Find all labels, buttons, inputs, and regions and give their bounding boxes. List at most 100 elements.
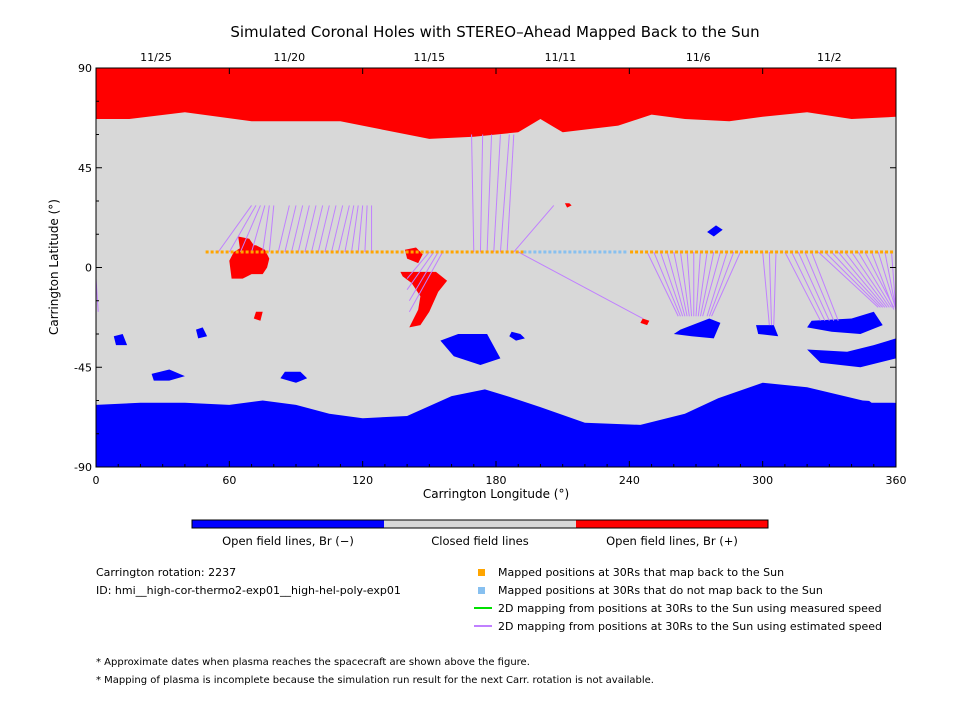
mapped-point-map-back xyxy=(235,250,239,254)
closed-island-south xyxy=(118,387,148,397)
legend-label-estimated-speed: 2D mapping from positions at 30Rs to the… xyxy=(498,620,883,633)
mapping-line-estimated xyxy=(228,205,257,253)
mapped-point-not-map-back xyxy=(573,250,577,254)
mapping-line-estimated xyxy=(351,205,359,253)
mapping-line-estimated xyxy=(706,251,728,317)
date-tick-label: 11/25 xyxy=(140,51,172,64)
closed-island-south xyxy=(862,393,896,403)
mapped-point-map-back xyxy=(860,250,864,254)
mapped-point-map-back xyxy=(795,250,799,254)
mapping-line-estimated xyxy=(284,205,297,253)
mapped-point-map-back xyxy=(890,250,894,254)
mapped-point-map-back xyxy=(885,250,889,254)
mapping-line-estimated xyxy=(311,205,324,253)
footnote-incomplete: * Mapping of plasma is incomplete becaus… xyxy=(96,675,654,686)
mapped-point-map-back xyxy=(785,250,789,254)
y-tick-label: 0 xyxy=(85,262,92,275)
run-id-text: ID: hmi__high-cor-thermo2-exp01__high-he… xyxy=(96,584,401,597)
mapped-point-not-map-back xyxy=(543,250,547,254)
mapped-point-map-back xyxy=(270,250,274,254)
mapping-line-estimated xyxy=(324,205,337,253)
open-positive-patch xyxy=(253,311,263,321)
mapped-point-map-back xyxy=(430,250,434,254)
mapped-point-map-back xyxy=(440,250,444,254)
mapped-point-map-back xyxy=(325,250,329,254)
open-negative-patch xyxy=(673,318,721,339)
date-tick-label: 11/2 xyxy=(817,51,842,64)
y-tick-label: 45 xyxy=(78,162,92,175)
legend-label-measured-speed: 2D mapping from positions at 30Rs to the… xyxy=(498,602,882,615)
mapped-point-map-back xyxy=(675,250,679,254)
mapped-point-not-map-back xyxy=(568,250,572,254)
mapped-point-map-back xyxy=(385,250,389,254)
mapped-point-map-back xyxy=(455,250,459,254)
open-negative-patch xyxy=(280,371,308,383)
open-negative-patch xyxy=(151,369,185,381)
mapped-point-map-back xyxy=(225,250,229,254)
mapped-point-map-back xyxy=(205,250,209,254)
open-negative-patch xyxy=(440,334,501,365)
mapped-point-map-back xyxy=(690,250,694,254)
colorbar xyxy=(191,519,769,529)
mapped-point-not-map-back xyxy=(523,250,527,254)
mapped-point-map-back xyxy=(710,250,714,254)
mapped-point-map-back xyxy=(320,250,324,254)
y-tick-label: -45 xyxy=(74,361,92,374)
legend-marker-measured-speed xyxy=(474,607,492,609)
open-negative-patch xyxy=(113,334,128,346)
open-positive-patch xyxy=(400,271,448,328)
mapping-line-estimated xyxy=(364,205,368,253)
mapping-line-estimated xyxy=(317,205,330,253)
map-plot-area xyxy=(96,68,896,467)
mapping-lines xyxy=(96,134,896,326)
mapped-point-map-back xyxy=(250,250,254,254)
mapped-point-map-back xyxy=(465,250,469,254)
mapped-point-map-back xyxy=(310,250,314,254)
mapping-line-estimated xyxy=(817,251,879,308)
mapping-line-estimated xyxy=(797,251,830,321)
mapped-point-map-back xyxy=(215,250,219,254)
mapped-point-map-back xyxy=(805,250,809,254)
mapping-line-estimated xyxy=(804,251,835,321)
mapped-point-map-back xyxy=(220,250,224,254)
mapped-point-map-back xyxy=(345,250,349,254)
mapped-point-map-back xyxy=(300,250,304,254)
colorbar-open-negative xyxy=(192,520,384,528)
mapping-line-estimated xyxy=(646,251,679,317)
mapping-line-estimated xyxy=(337,205,350,253)
mapping-line-estimated xyxy=(773,251,777,326)
mapped-point-map-back xyxy=(875,250,879,254)
colorbar-label-closed: Closed field lines xyxy=(431,534,529,548)
closed-island-north xyxy=(349,176,388,199)
mapped-point-map-back xyxy=(840,250,844,254)
y-axis-ticks: -90 -45 0 45 90 xyxy=(74,62,896,474)
mapped-point-map-back xyxy=(800,250,804,254)
mapped-point-map-back xyxy=(740,250,744,254)
mapping-line-estimated xyxy=(837,251,886,308)
mapped-point-map-back xyxy=(275,250,279,254)
mapping-line-estimated xyxy=(844,251,888,308)
colorbar-open-positive xyxy=(576,520,768,528)
date-tick-label: 11/20 xyxy=(273,51,305,64)
closed-island-south xyxy=(822,382,852,392)
mapped-point-map-back xyxy=(500,250,504,254)
mapped-point-map-back xyxy=(335,250,339,254)
mapped-point-map-back xyxy=(435,250,439,254)
date-axis-ticks: 11/25 11/20 11/15 11/11 11/6 11/2 xyxy=(140,51,842,64)
mapping-line-estimated xyxy=(357,205,364,253)
closed-island-north xyxy=(258,183,279,204)
mapped-point-not-map-back xyxy=(538,250,542,254)
mapping-line-estimated xyxy=(831,251,884,308)
mapped-point-map-back xyxy=(870,250,874,254)
closed-island-north xyxy=(664,156,688,168)
mapped-point-map-back xyxy=(350,250,354,254)
closed-island-north xyxy=(300,194,323,210)
chart-title: Simulated Coronal Holes with STEREO–Ahea… xyxy=(230,23,759,41)
mapped-point-map-back xyxy=(645,250,649,254)
x-tick-label: 120 xyxy=(352,474,373,487)
mapped-point-map-back xyxy=(650,250,654,254)
mapping-line-estimated xyxy=(493,134,501,253)
mapping-line-estimated xyxy=(291,205,304,253)
mapped-point-map-back xyxy=(850,250,854,254)
